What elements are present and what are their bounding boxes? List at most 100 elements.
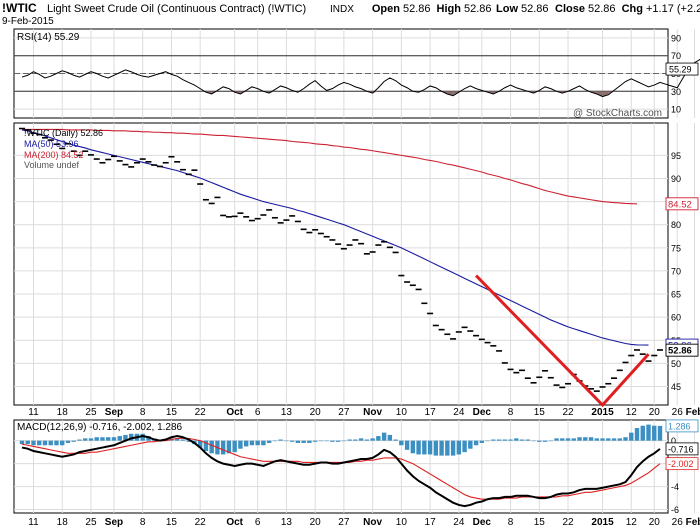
ma200-legend-item: MA(200) 84.52	[24, 150, 84, 160]
macd-histogram-bar	[209, 440, 214, 454]
macd-histogram-bar	[106, 437, 111, 441]
x-tick-label: 27	[338, 517, 350, 528]
y-tick-label: 80	[671, 220, 681, 230]
macd-histogram-bar	[439, 440, 444, 456]
macd-histogram-bar	[123, 434, 128, 441]
chart-date: 9-Feb-2015	[2, 16, 54, 27]
chg-label: Chg	[622, 3, 643, 15]
ma200-line	[22, 128, 638, 205]
macd-histogram-bar	[640, 425, 645, 441]
x-tick-label: 8	[140, 407, 146, 418]
x-tick-label: 27	[338, 407, 350, 418]
macd-histogram-bar	[560, 438, 565, 441]
x-tick-label: 2015	[591, 407, 614, 418]
macd-histogram-bar	[594, 438, 599, 441]
macd-histogram-bar	[186, 440, 191, 442]
x-tick-label: 24	[453, 517, 465, 528]
open-value: 52.86	[403, 3, 431, 15]
x-tick-label: 26	[672, 407, 684, 418]
macd-histogram-bar	[514, 438, 519, 441]
macd-histogram-bar	[255, 440, 260, 446]
macd-signal-last-value: -2.002	[668, 459, 694, 469]
macd-histogram-bar	[54, 440, 59, 446]
macd-histogram-bar	[197, 440, 203, 448]
macd-histogram-bar	[358, 438, 364, 441]
rsi-oversold-area	[447, 91, 454, 96]
macd-histogram-bar	[335, 440, 341, 442]
macd-histogram-bar	[37, 440, 42, 446]
macd-histogram-bar	[577, 437, 582, 441]
x-tick-label: 20	[649, 407, 661, 418]
macd-histogram-bar	[94, 437, 99, 441]
x-tick-label: 15	[166, 407, 178, 418]
macd-histogram-bar	[226, 440, 232, 454]
macd-histogram-bar	[318, 440, 324, 442]
macd-histogram-bar	[456, 440, 462, 455]
macd-histogram-bar	[220, 440, 226, 455]
macd-histogram-bar	[307, 440, 312, 443]
x-tick-label: Sep	[105, 517, 123, 528]
macd-last-value-box	[665, 442, 699, 456]
rsi-last-value: 55.29	[669, 65, 692, 75]
macd-histogram-bar	[519, 439, 525, 441]
volume-legend-item: Volume undef	[24, 160, 80, 170]
macd-histogram-bar	[462, 440, 467, 453]
high-label: High	[437, 3, 462, 15]
rsi-last-value-box	[665, 62, 699, 76]
macd-histogram-bar	[491, 439, 496, 441]
macd-histogram-bar	[129, 433, 134, 441]
x-tick-label: 18	[57, 517, 69, 528]
macd-signal-last-value-box	[665, 457, 699, 471]
macd-histogram-bar	[588, 437, 594, 441]
macd-histogram-bar	[100, 437, 105, 441]
price-panel	[13, 122, 669, 406]
rsi-oversold-area	[596, 91, 603, 97]
x-tick-label: 8	[508, 517, 514, 528]
ma200-last-value: 84.52	[668, 199, 692, 210]
chg-value: +1.17 (+2.26%)	[646, 3, 700, 15]
macd-histogram-bar	[312, 440, 318, 442]
macd-histogram-bar	[324, 440, 329, 442]
macd-histogram-bar	[433, 440, 439, 456]
macd-histogram-bar	[381, 432, 387, 441]
x-tick-label: 18	[57, 407, 69, 418]
close-label: Close	[555, 3, 585, 15]
macd-histogram-bar	[399, 440, 404, 446]
x-tick-label: 13	[281, 407, 293, 418]
macd-histogram-bar	[410, 440, 416, 454]
x-tick-label: Feb	[686, 517, 700, 528]
macd-histogram-bar	[646, 424, 651, 441]
x-tick-label: Feb	[686, 407, 700, 418]
y-tick-label: 70	[671, 51, 681, 61]
y-tick-label: 65	[671, 290, 681, 300]
macd-histogram-bar	[427, 440, 433, 455]
macd-histogram-bar	[606, 438, 611, 441]
rsi-line	[21, 58, 700, 98]
macd-histogram-bar	[583, 437, 588, 441]
macd-histogram-last-value-box	[665, 419, 699, 433]
macd-histogram-bar	[473, 440, 479, 446]
x-tick-label: Sep	[105, 407, 123, 418]
macd-histogram-bar	[548, 440, 553, 442]
x-tick-label: 20	[649, 517, 661, 528]
macd-histogram-bar	[42, 440, 48, 446]
price-legend: !WTIC (Daily) 52.86 MA(50) 53.96 MA(200)…	[24, 128, 103, 170]
x-tick-label: 15	[534, 517, 546, 528]
x-tick-label: 25	[85, 517, 97, 528]
exchange-label: INDX	[330, 4, 354, 15]
macd-histogram-bar	[232, 440, 237, 453]
x-tick-label: 10	[396, 407, 408, 418]
y-tick-label: 30	[671, 87, 681, 97]
x-tick-label: Nov	[363, 407, 382, 418]
macd-histogram-bar	[284, 440, 289, 442]
macd-histogram-bar	[542, 440, 548, 442]
macd-histogram-bar	[180, 439, 186, 441]
macd-histogram-bar	[445, 440, 450, 456]
macd-histogram-bar	[531, 440, 536, 442]
macd-histogram-bar	[370, 438, 375, 441]
price-legend-item: !WTIC (Daily) 52.86	[24, 128, 103, 138]
macd-histogram-bar	[261, 440, 266, 446]
macd-histogram-bar	[393, 439, 398, 441]
x-tick-label: 22	[195, 517, 207, 528]
